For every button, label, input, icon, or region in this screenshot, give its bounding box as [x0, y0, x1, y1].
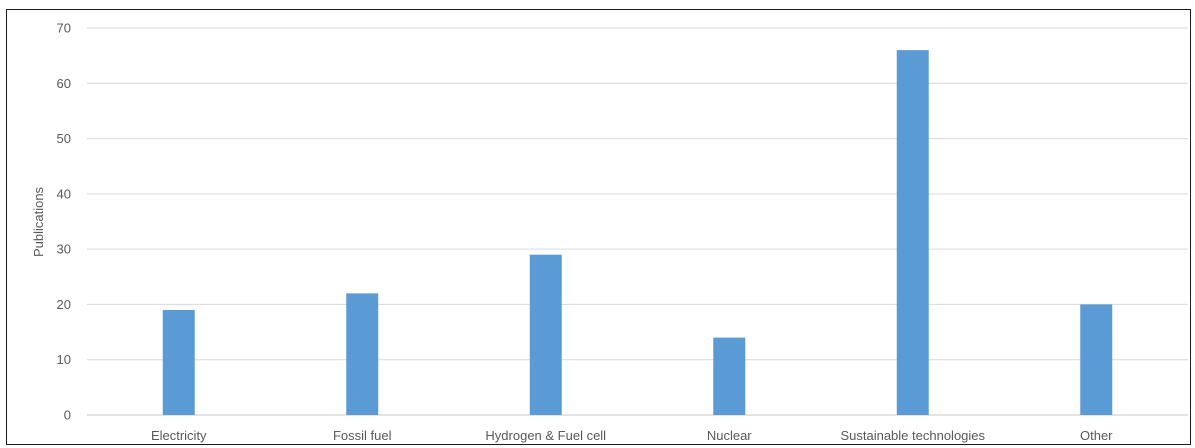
x-tick-label: Electricity [151, 428, 207, 443]
y-tick-label: 0 [64, 408, 71, 423]
chart-frame [6, 9, 1191, 445]
bar-electricity [162, 309, 195, 415]
bar-hydrogen-fuel-cell [529, 254, 562, 415]
y-axis-label: Publications [31, 186, 46, 257]
x-tick-label: Fossil fuel [333, 428, 392, 443]
y-tick-label: 60 [57, 76, 71, 91]
x-tick-label: Other [1080, 428, 1113, 443]
y-tick-label: 40 [57, 186, 71, 201]
gridlines [87, 27, 1188, 416]
bar-nuclear [713, 337, 746, 415]
x-tick-label: Hydrogen & Fuel cell [485, 428, 606, 443]
y-tick-label: 20 [57, 297, 71, 312]
y-tick-label: 70 [57, 21, 71, 36]
bar-sustainable-technologies [896, 50, 929, 415]
bar-other [1080, 304, 1113, 415]
bars [162, 50, 1113, 415]
y-tick-label: 50 [57, 131, 71, 146]
x-axis-ticks: Electricity Fossil fuel Hydrogen & Fuel ce… [151, 428, 1113, 443]
y-tick-label: 30 [57, 242, 71, 257]
x-tick-label: Sustainable technologies [840, 428, 985, 443]
y-axis-ticks: 0 10 20 30 40 50 60 70 [57, 21, 71, 423]
x-tick-label: Nuclear [707, 428, 752, 443]
y-tick-label: 10 [57, 352, 71, 367]
bar-fossil-fuel [346, 293, 379, 415]
